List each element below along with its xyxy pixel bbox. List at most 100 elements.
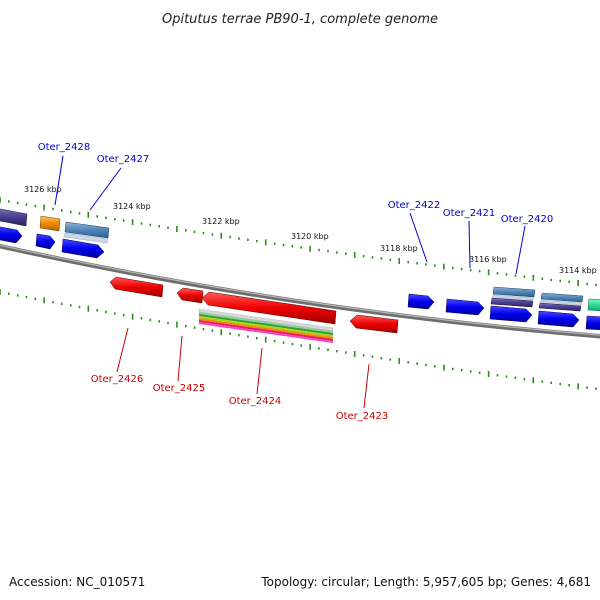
position-label-3122: 3122 kbp <box>202 217 240 226</box>
minor-tick <box>586 386 588 389</box>
major-tick <box>309 245 311 252</box>
minor-tick <box>114 218 116 221</box>
gene-arrow-oter-2426[interactable] <box>109 276 164 298</box>
gene-label-oter-2426[interactable]: Oter_2426 <box>91 374 144 385</box>
minor-tick <box>158 320 160 323</box>
gene-arrow[interactable] <box>0 208 28 227</box>
gene-arrow <box>63 232 109 244</box>
gene-label-oter-2423[interactable]: Oter_2423 <box>336 411 389 422</box>
minor-tick <box>568 280 570 284</box>
gene-label-oter-2425[interactable]: Oter_2425 <box>153 383 206 394</box>
accession-label: Accession: NC_010571 <box>9 575 145 589</box>
gene-label-oter-2421[interactable]: Oter_2421 <box>443 208 496 219</box>
gene-label-oter-2420[interactable]: Oter_2420 <box>501 214 554 225</box>
gene-arrow <box>539 299 583 306</box>
gene-feature-stripe <box>199 318 333 339</box>
gene-arrow[interactable] <box>61 238 105 259</box>
gene-arrow-oter-2425[interactable] <box>176 287 204 304</box>
minor-tick <box>8 292 10 295</box>
gene-arrow-oter-2420[interactable] <box>540 292 584 303</box>
minor-tick <box>595 387 597 390</box>
gene-arrow[interactable] <box>489 305 533 323</box>
gene-arrow[interactable] <box>490 297 534 308</box>
minor-tick <box>318 347 320 350</box>
minor-tick <box>586 282 588 286</box>
minor-tick <box>568 384 570 387</box>
gene-arrow[interactable] <box>0 226 23 244</box>
minor-tick <box>96 309 98 312</box>
gene-arrow[interactable] <box>585 315 600 330</box>
minor-tick <box>478 270 481 273</box>
minor-tick <box>69 210 72 214</box>
minor-tick <box>460 369 463 372</box>
minor-tick <box>300 246 302 249</box>
minor-tick <box>211 233 214 236</box>
gene-label-oter-2422[interactable]: Oter_2422 <box>388 200 441 211</box>
minor-tick <box>336 350 338 353</box>
minor-tick <box>247 335 249 338</box>
minor-tick <box>52 207 54 211</box>
position-label-3118: 3118 kbp <box>380 244 418 253</box>
major-tick <box>443 263 445 270</box>
minor-tick <box>505 273 508 276</box>
gene-arrow[interactable] <box>407 293 435 310</box>
gene-label-oter-2428[interactable]: Oter_2428 <box>38 142 91 153</box>
minor-tick <box>202 231 205 235</box>
minor-tick <box>25 295 28 299</box>
gene-arrow[interactable] <box>537 310 580 328</box>
position-label-3120: 3120 kbp <box>291 232 329 241</box>
minor-tick <box>105 216 107 219</box>
minor-tick <box>460 267 463 271</box>
gene-label-oter-2424[interactable]: Oter_2424 <box>229 396 282 407</box>
minor-tick <box>96 215 98 218</box>
minor-tick <box>122 313 125 317</box>
minor-tick <box>541 277 544 280</box>
major-tick <box>398 257 400 264</box>
minor-tick <box>273 339 276 343</box>
major-tick <box>87 305 90 312</box>
major-tick <box>353 351 356 357</box>
minor-tick <box>452 367 454 371</box>
genome-backbone <box>0 243 600 339</box>
tick-row-lower <box>0 289 597 390</box>
gene-arrow-oter-2422[interactable] <box>445 298 485 316</box>
gene-feature-stripe <box>199 312 333 333</box>
minor-tick <box>559 279 561 283</box>
gene-arrow-oter-2428[interactable] <box>39 215 61 232</box>
position-label-3126: 3126 kbp <box>24 185 62 194</box>
minor-tick <box>105 310 107 314</box>
minor-tick <box>541 380 544 383</box>
minor-tick <box>345 351 347 354</box>
minor-tick <box>550 278 552 282</box>
gene-arrow-oter-2423[interactable] <box>349 314 399 334</box>
gene-label-oter-2427[interactable]: Oter_2427 <box>97 154 150 165</box>
minor-tick <box>416 362 418 365</box>
minor-tick <box>371 355 374 358</box>
gene-arrow-oter-2421[interactable] <box>492 286 536 298</box>
minor-tick <box>273 242 276 245</box>
minor-tick <box>389 358 392 361</box>
minor-tick <box>425 263 427 266</box>
gene-arrow-oter-2424[interactable] <box>201 291 337 325</box>
minor-tick <box>238 334 240 337</box>
minor-tick <box>247 238 249 241</box>
minor-tick <box>211 329 214 332</box>
minor-tick <box>61 209 63 212</box>
major-tick <box>87 211 90 218</box>
genome-backbone-highlight <box>0 244 600 336</box>
gene-arrow[interactable] <box>35 233 56 250</box>
gene-arrow-oter-2427[interactable] <box>64 221 110 239</box>
gene-arrow[interactable] <box>587 298 600 311</box>
minor-tick <box>122 219 125 222</box>
minor-tick <box>78 212 81 215</box>
minor-tick <box>514 376 517 379</box>
minor-tick <box>434 264 436 267</box>
minor-tick <box>78 305 81 309</box>
genome-summary: Topology: circular; Length: 5,957,605 bp… <box>260 575 591 589</box>
minor-tick <box>114 312 116 315</box>
major-tick <box>43 204 45 211</box>
gene-arrow[interactable] <box>538 302 582 312</box>
gene-feature-stripe <box>199 314 333 335</box>
